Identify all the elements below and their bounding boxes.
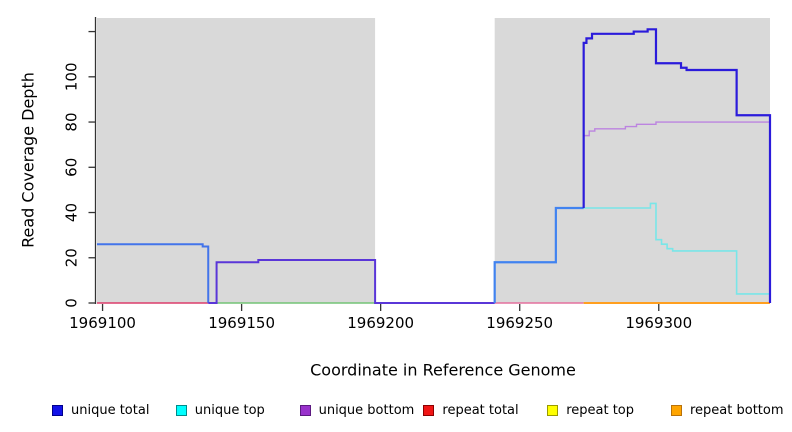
- legend-item-repeat-total: repeat total: [423, 401, 519, 419]
- series-line-unique-total-peak: [582, 28, 772, 303]
- legend-label: unique total: [71, 402, 150, 418]
- x-tick-label: 1969200: [347, 314, 414, 332]
- legend-item-unique-bottom: unique bottom: [299, 401, 415, 419]
- series-line-unique-top: [583, 202, 771, 303]
- legend-label: unique bottom: [318, 402, 415, 418]
- legend-label: repeat bottom: [690, 402, 784, 418]
- plot-panel: [97, 18, 376, 303]
- legend: unique total unique top unique bottom repea…: [0, 401, 792, 421]
- x-tick-label: 1969300: [625, 314, 692, 332]
- y-tick-label: 80: [63, 113, 81, 132]
- legend-item-repeat-top: repeat top: [547, 401, 634, 419]
- legend-swatch-icon: [547, 404, 559, 416]
- legend-swatch-icon: [423, 404, 435, 416]
- legend-label: unique top: [194, 402, 265, 418]
- x-tick-label: 1969100: [69, 314, 136, 332]
- legend-swatch-icon: [671, 404, 682, 416]
- legend-label: repeat top: [566, 402, 634, 418]
- legend-item-unique-total: unique total: [52, 401, 149, 419]
- y-tick-label: 40: [63, 203, 81, 222]
- x-tick-label: 1969250: [486, 314, 553, 332]
- y-axis-title: Read Coverage Depth: [18, 72, 38, 248]
- series-line-unique-total-left: [97, 243, 210, 303]
- series-line-unique-bottom: [583, 121, 771, 303]
- legend-label: repeat total: [442, 402, 519, 418]
- legend-item-repeat-bottom: repeat bottom: [671, 401, 784, 419]
- x-axis-title: Coordinate in Reference Genome: [310, 360, 576, 380]
- y-tick-label: 100: [63, 62, 81, 91]
- legend-swatch-icon: [52, 404, 63, 416]
- series-line-unique-total-right: [493, 206, 584, 303]
- y-tick-label: 0: [63, 298, 81, 308]
- legend-swatch-icon: [175, 404, 187, 416]
- legend-swatch-icon: [299, 404, 311, 416]
- x-tick-label: 1969150: [208, 314, 275, 332]
- y-tick-label: 60: [63, 158, 81, 177]
- series-line-unique-total-mid: [208, 259, 495, 304]
- legend-item-unique-top: unique top: [175, 401, 265, 419]
- y-tick-label: 20: [63, 248, 81, 267]
- plot-panel: [494, 18, 770, 303]
